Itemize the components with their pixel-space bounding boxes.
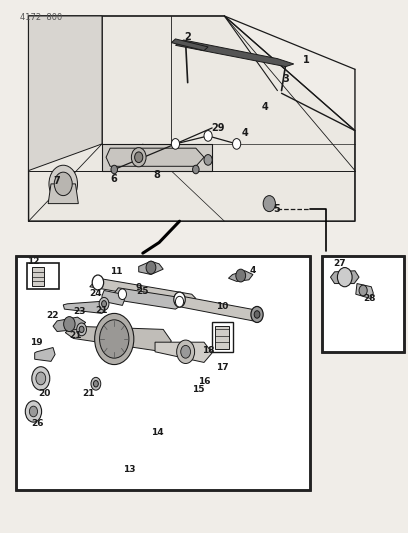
Text: 4: 4 bbox=[262, 102, 268, 111]
Circle shape bbox=[111, 165, 118, 174]
Circle shape bbox=[131, 148, 146, 167]
Bar bbox=[212, 322, 233, 352]
Circle shape bbox=[99, 297, 109, 310]
Circle shape bbox=[102, 301, 106, 307]
Polygon shape bbox=[106, 148, 204, 166]
Circle shape bbox=[193, 165, 199, 174]
Polygon shape bbox=[139, 261, 163, 274]
Circle shape bbox=[251, 306, 263, 322]
Text: 9: 9 bbox=[135, 284, 142, 292]
Text: 27: 27 bbox=[333, 260, 346, 268]
Text: 15: 15 bbox=[192, 385, 204, 393]
Polygon shape bbox=[29, 16, 102, 171]
Polygon shape bbox=[32, 267, 44, 286]
Circle shape bbox=[171, 139, 180, 149]
Text: 5: 5 bbox=[273, 205, 280, 214]
Text: 3: 3 bbox=[282, 74, 289, 84]
Circle shape bbox=[92, 275, 104, 290]
Polygon shape bbox=[155, 342, 212, 362]
Circle shape bbox=[204, 131, 212, 141]
Text: 23: 23 bbox=[73, 308, 86, 316]
Text: 8: 8 bbox=[154, 170, 160, 180]
Circle shape bbox=[93, 381, 98, 387]
Circle shape bbox=[95, 313, 134, 365]
Polygon shape bbox=[356, 284, 373, 298]
Text: 4: 4 bbox=[242, 128, 248, 138]
Polygon shape bbox=[102, 144, 212, 171]
Bar bbox=[16, 256, 310, 490]
Polygon shape bbox=[330, 271, 359, 284]
Text: 4172  800: 4172 800 bbox=[20, 13, 63, 22]
Bar bbox=[322, 256, 404, 352]
Polygon shape bbox=[228, 271, 253, 281]
Polygon shape bbox=[90, 278, 196, 304]
Text: 1: 1 bbox=[303, 55, 309, 64]
Polygon shape bbox=[29, 16, 355, 221]
Text: 24: 24 bbox=[90, 289, 102, 297]
Text: 2: 2 bbox=[184, 33, 191, 42]
Circle shape bbox=[77, 323, 86, 336]
Text: 22: 22 bbox=[46, 311, 58, 320]
Circle shape bbox=[337, 268, 352, 287]
Circle shape bbox=[79, 326, 84, 333]
Text: 18: 18 bbox=[202, 346, 214, 355]
Text: 29: 29 bbox=[211, 123, 225, 133]
Polygon shape bbox=[175, 296, 261, 321]
Circle shape bbox=[118, 289, 126, 300]
Circle shape bbox=[54, 172, 72, 196]
Text: 26: 26 bbox=[31, 419, 44, 428]
Circle shape bbox=[32, 367, 50, 390]
Circle shape bbox=[135, 152, 143, 163]
Circle shape bbox=[175, 296, 184, 307]
Text: 28: 28 bbox=[363, 294, 375, 303]
Bar bbox=[322, 256, 404, 352]
Polygon shape bbox=[175, 40, 294, 67]
Circle shape bbox=[177, 340, 195, 364]
Circle shape bbox=[174, 292, 185, 307]
Text: 10: 10 bbox=[216, 302, 228, 311]
Circle shape bbox=[204, 155, 212, 165]
Polygon shape bbox=[53, 317, 86, 332]
Polygon shape bbox=[35, 348, 55, 361]
Circle shape bbox=[64, 317, 75, 332]
Text: 4: 4 bbox=[250, 266, 256, 275]
Bar bbox=[102, 144, 212, 171]
Circle shape bbox=[359, 285, 367, 296]
Text: 21: 21 bbox=[69, 332, 82, 340]
Circle shape bbox=[146, 261, 156, 274]
Text: 13: 13 bbox=[123, 465, 135, 473]
Polygon shape bbox=[102, 290, 124, 305]
Circle shape bbox=[100, 320, 129, 358]
Bar bbox=[16, 256, 310, 490]
Polygon shape bbox=[215, 326, 229, 349]
Bar bbox=[27, 263, 59, 289]
Text: 7: 7 bbox=[53, 176, 60, 186]
Text: 20: 20 bbox=[39, 389, 51, 398]
Circle shape bbox=[29, 406, 38, 417]
Text: 25: 25 bbox=[137, 287, 149, 296]
Circle shape bbox=[91, 377, 101, 390]
Text: 6: 6 bbox=[111, 174, 118, 183]
Text: 12: 12 bbox=[27, 257, 40, 265]
Circle shape bbox=[49, 165, 78, 203]
Text: 21: 21 bbox=[96, 306, 108, 314]
Circle shape bbox=[263, 196, 275, 212]
Text: 16: 16 bbox=[198, 377, 210, 385]
Polygon shape bbox=[171, 39, 208, 51]
Text: 19: 19 bbox=[31, 338, 43, 346]
Polygon shape bbox=[65, 326, 171, 352]
Text: 14: 14 bbox=[151, 429, 163, 437]
Circle shape bbox=[233, 139, 241, 149]
Text: 11: 11 bbox=[110, 268, 122, 276]
Polygon shape bbox=[114, 288, 184, 309]
Text: 21: 21 bbox=[83, 389, 95, 398]
Text: 17: 17 bbox=[216, 364, 228, 372]
Circle shape bbox=[236, 269, 246, 282]
Circle shape bbox=[254, 311, 260, 318]
Circle shape bbox=[36, 372, 46, 385]
Circle shape bbox=[25, 401, 42, 422]
Circle shape bbox=[181, 345, 191, 358]
Polygon shape bbox=[48, 184, 78, 204]
Polygon shape bbox=[63, 301, 106, 313]
